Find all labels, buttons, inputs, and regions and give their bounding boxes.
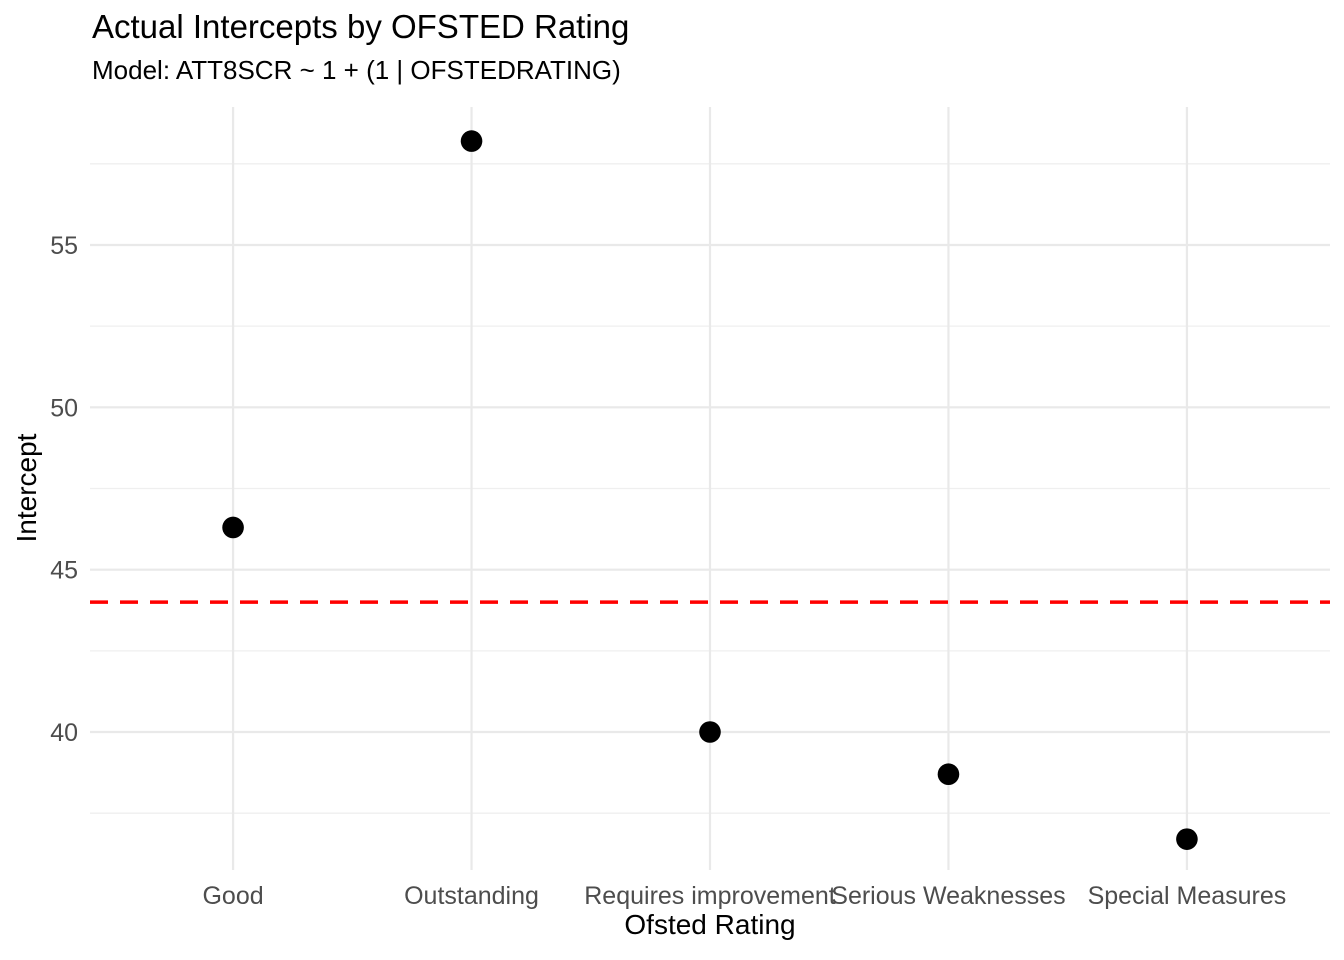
y-tick-label: 40 (50, 719, 78, 747)
data-point (937, 763, 960, 786)
x-category-label: Special Measures (1088, 882, 1287, 910)
y-tick-label: 45 (50, 557, 78, 585)
y-tick-label: 50 (50, 394, 78, 422)
x-axis-title: Ofsted Rating (624, 909, 796, 940)
data-point (460, 130, 483, 152)
plot-subtitle: Model: ATT8SCR ~ 1 + (1 | OFSTEDRATING) (92, 55, 621, 85)
y-tick-label: 55 (50, 232, 78, 260)
x-category-label: Outstanding (404, 882, 539, 910)
x-category-label: Requires improvement (584, 882, 836, 910)
x-category-label: Serious Weaknesses (831, 882, 1065, 910)
x-category-label: Good (202, 882, 263, 910)
data-point (699, 721, 721, 743)
data-point (1176, 828, 1198, 850)
data-point (222, 516, 244, 539)
plot-title: Actual Intercepts by OFSTED Rating (92, 8, 630, 45)
